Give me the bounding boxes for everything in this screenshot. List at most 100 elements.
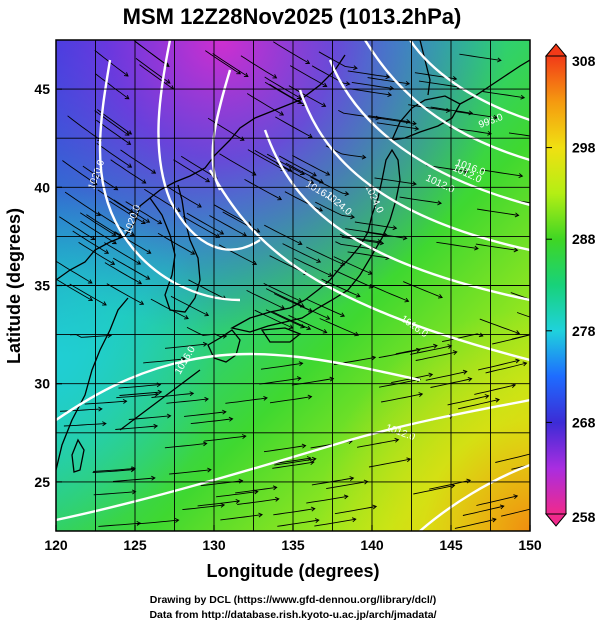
streamline-arrowhead (272, 74, 278, 79)
colorbar-top-arrow (544, 43, 568, 57)
streamline (260, 362, 303, 370)
streamline-arrowhead (242, 232, 247, 237)
streamline-arrowhead (325, 315, 331, 320)
streamline-arrowhead (215, 233, 221, 238)
streamline (510, 292, 530, 300)
streamline (86, 214, 123, 238)
streamline (478, 359, 520, 371)
streamline (56, 278, 93, 301)
streamline-arrowhead (204, 396, 209, 402)
streamline-arrowhead (382, 231, 388, 237)
streamline (182, 504, 225, 511)
streamline-arrowhead (277, 195, 283, 201)
streamline-arrowhead (112, 239, 117, 245)
streamline-arrowhead (322, 82, 328, 87)
streamline (62, 160, 98, 185)
streamline-arrowhead (468, 110, 474, 116)
streamline (273, 41, 310, 64)
streamline (166, 398, 209, 404)
streamline-arrowhead (497, 57, 502, 63)
wind-streamlines (56, 40, 530, 529)
streamline (82, 165, 118, 191)
streamline-arrowhead (387, 92, 393, 98)
streamline (173, 159, 210, 183)
streamline-arrowhead (452, 350, 458, 356)
streamline (288, 314, 327, 334)
streamline (180, 155, 218, 179)
credit-drawing: Drawing by DCL (https://www.gfd-dennou.o… (150, 594, 436, 606)
streamline (240, 55, 277, 79)
x-tick-label: 125 (123, 537, 147, 553)
streamline-arrowhead (241, 434, 247, 439)
streamline-arrowhead (355, 292, 361, 298)
streamline-arrowhead (372, 504, 378, 510)
y-tick-label: 40 (34, 179, 50, 195)
streamline (247, 149, 285, 171)
streamline-arrowhead (515, 330, 521, 335)
streamline (254, 309, 293, 329)
streamline (442, 333, 483, 343)
streamline-arrowhead (141, 179, 147, 184)
streamline-arrowhead (219, 230, 225, 235)
x-tick-label: 140 (360, 537, 384, 553)
streamline-arrowhead (329, 376, 335, 382)
y-axis-ticks: 25 30 35 40 45 (34, 81, 62, 490)
streamline (136, 519, 179, 525)
streamline (459, 53, 501, 61)
streamline (367, 77, 410, 85)
streamline (205, 50, 241, 75)
streamline-arrowhead (452, 76, 458, 81)
streamline-arrowhead (104, 249, 110, 254)
streamline (246, 289, 285, 310)
streamline (265, 288, 305, 308)
streamline-arrowhead (136, 260, 142, 265)
streamline-arrowhead (137, 279, 143, 285)
streamline-arrowhead (207, 467, 212, 473)
colorbar-tick-label: 258 (572, 509, 596, 525)
streamline (225, 397, 268, 404)
streamline (134, 41, 170, 67)
streamline-arrowhead (327, 272, 333, 277)
streamline-arrowhead (371, 355, 377, 361)
streamline (263, 282, 302, 303)
streamline (128, 415, 171, 420)
streamline-arrowhead (145, 275, 151, 280)
streamline-arrowhead (513, 247, 519, 253)
streamline-arrowhead (136, 520, 142, 526)
streamline (399, 196, 442, 204)
streamline (112, 477, 155, 482)
streamline (143, 358, 186, 364)
streamline-arrowhead (87, 279, 93, 284)
streamline-arrowhead (474, 245, 479, 251)
streamline-arrowhead (513, 494, 519, 500)
streamline (369, 284, 409, 302)
china-south-coast (56, 297, 129, 471)
streamline (93, 468, 136, 472)
streamline (116, 393, 159, 399)
streamline-arrowhead (412, 181, 417, 187)
streamline-arrowhead (438, 294, 443, 299)
streamline (169, 469, 211, 475)
streamline-arrowhead (522, 361, 528, 367)
streamline (190, 418, 233, 425)
streamline (430, 106, 473, 114)
streamline (311, 65, 350, 85)
streamline (273, 508, 315, 516)
isobar-996 (409, 40, 530, 122)
streamline (426, 165, 468, 173)
streamline-arrowhead (157, 389, 163, 395)
isobar-1016b (56, 352, 421, 421)
streamline-arrowhead (275, 496, 280, 502)
streamline-arrowhead (287, 167, 293, 172)
streamline (284, 191, 323, 212)
streamline-arrowhead (309, 179, 315, 184)
colorbar-tick-label: 278 (572, 323, 596, 339)
streamline-arrowhead (98, 406, 103, 412)
streamline (269, 83, 307, 106)
streamline (347, 70, 390, 78)
streamline-arrowhead (520, 94, 526, 100)
streamline (164, 443, 207, 449)
streamline (292, 155, 330, 176)
streamline (272, 311, 311, 330)
kuril-islands (459, 59, 530, 105)
